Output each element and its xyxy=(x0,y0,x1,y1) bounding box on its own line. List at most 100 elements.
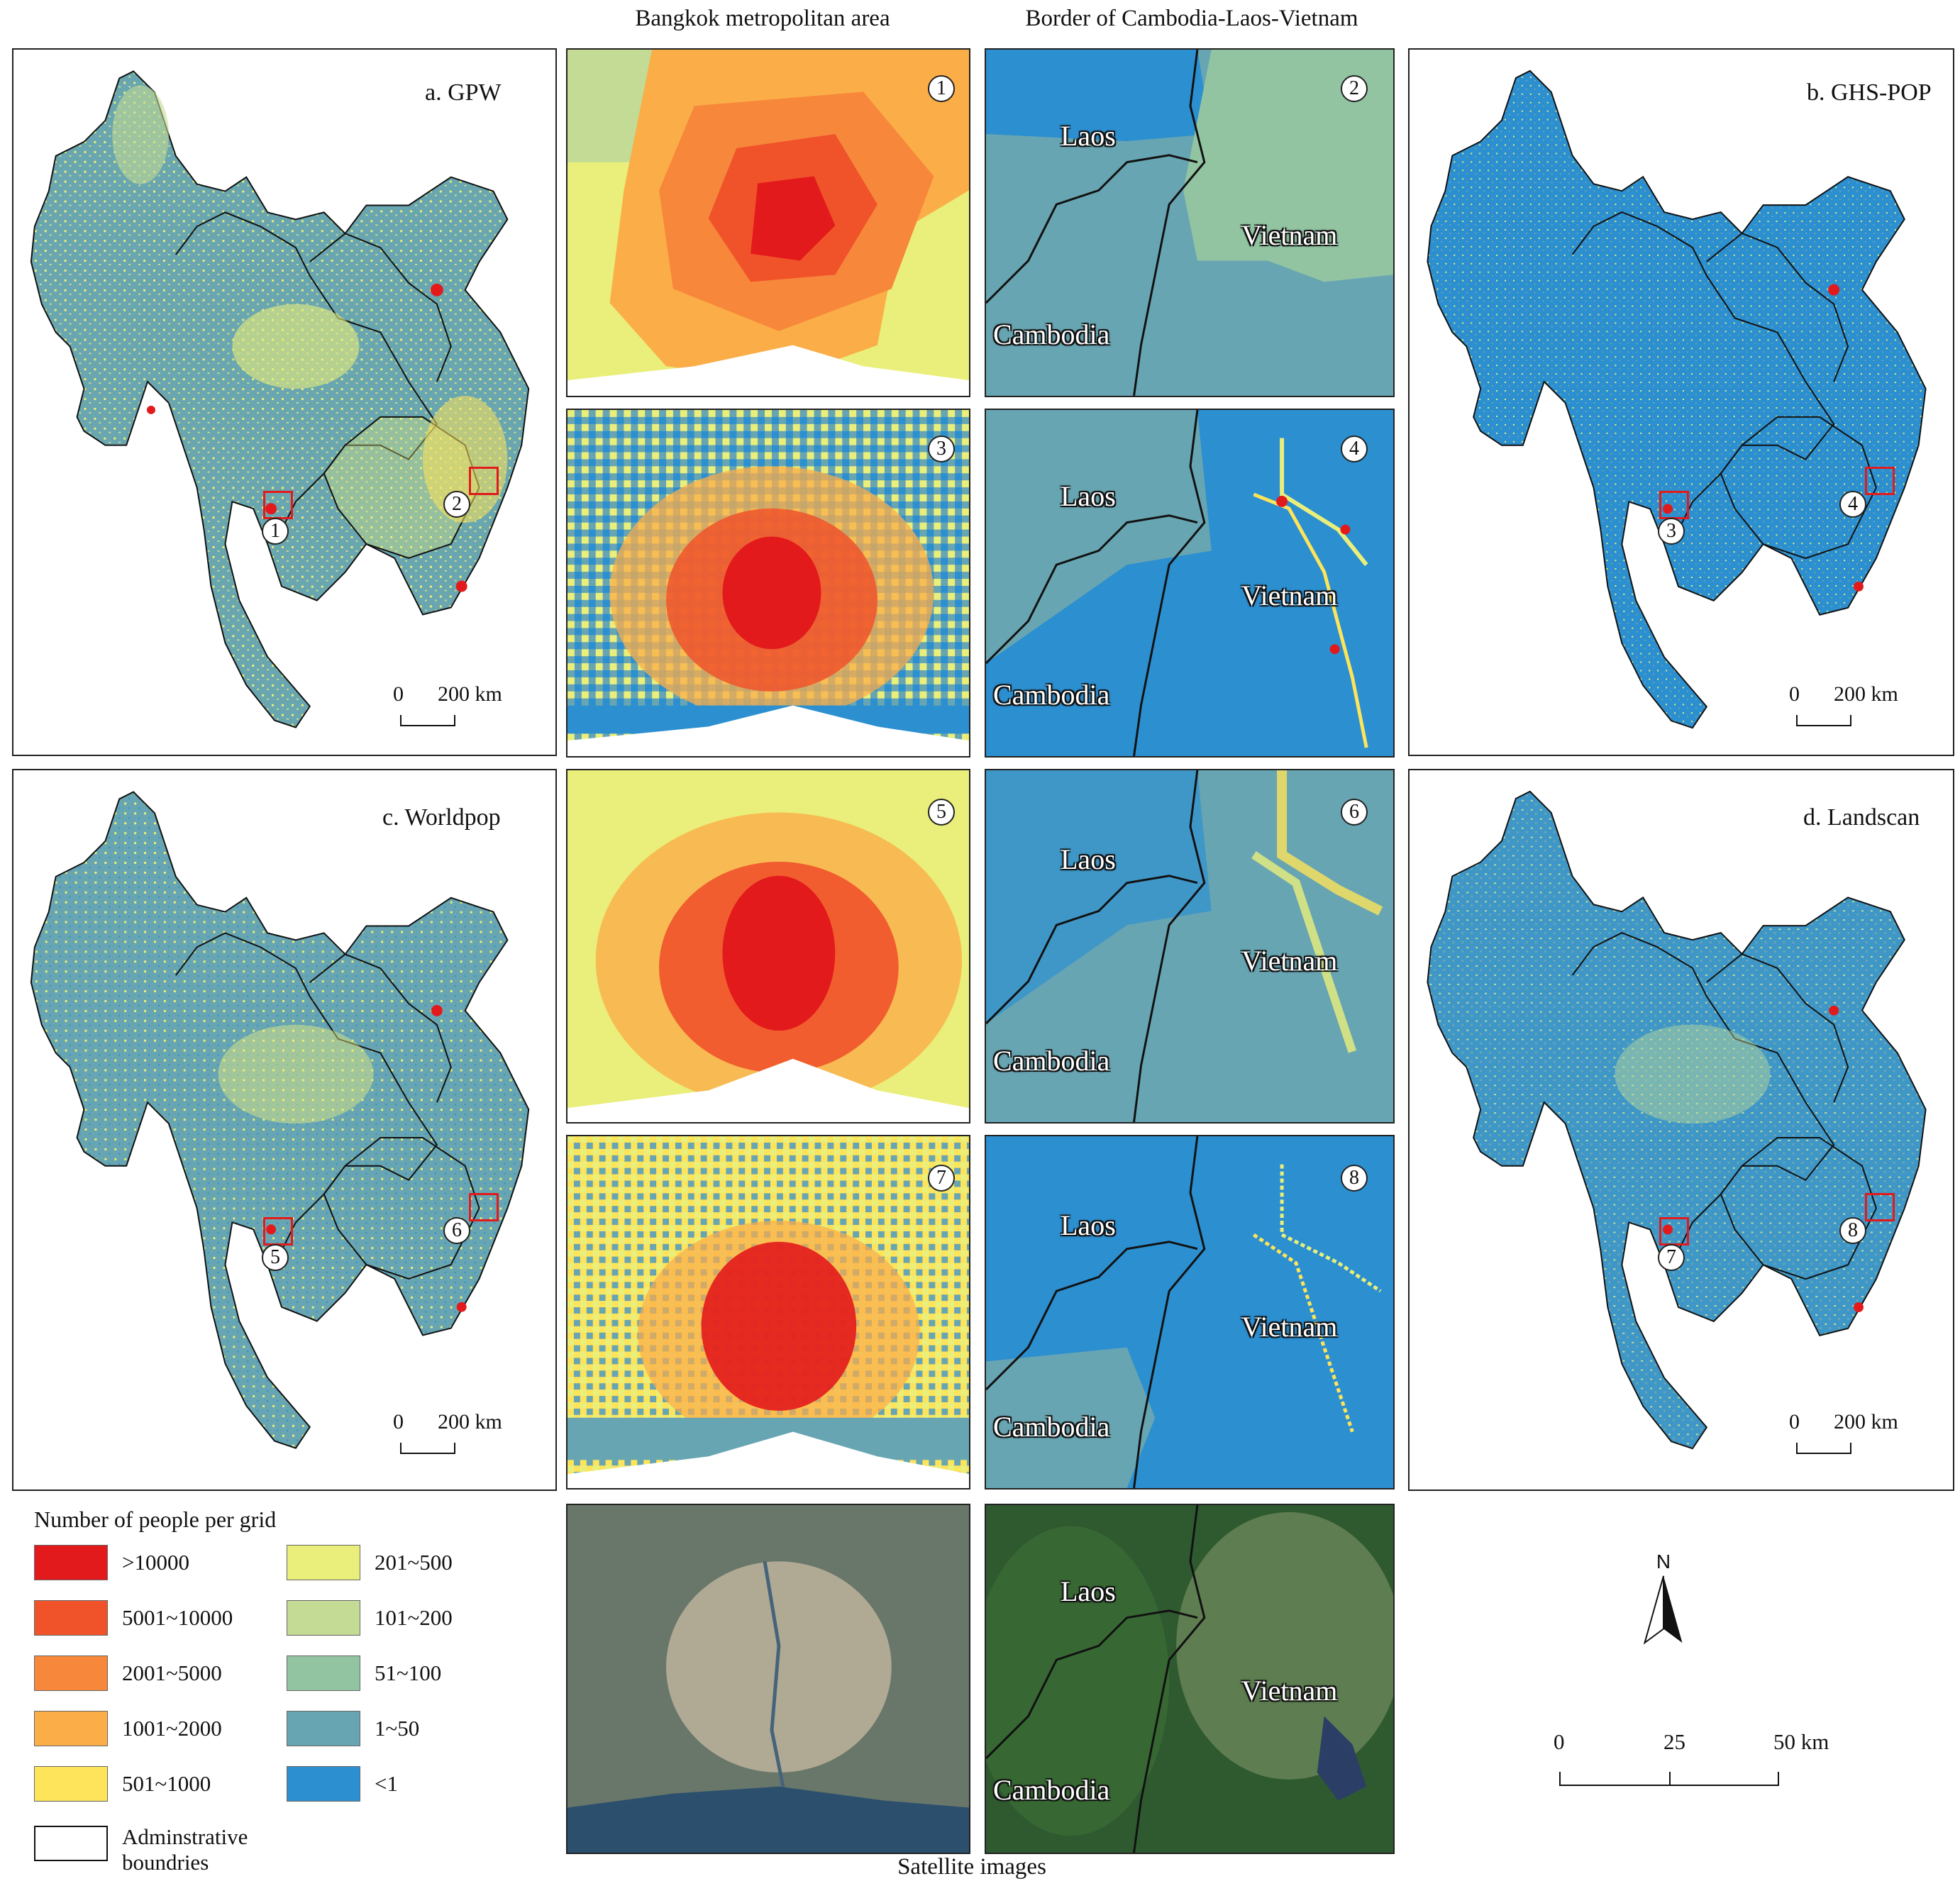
inset-number-4: 4 xyxy=(1839,491,1866,518)
inset-number-7: 7 xyxy=(1658,1244,1685,1271)
column-title-bangkok: Bangkok metropolitan area xyxy=(635,6,890,31)
country-label-cambodia: Cambodia xyxy=(993,318,1110,350)
country-label-vietnam: Vietnam xyxy=(1241,945,1338,977)
country-label-laos: Laos xyxy=(1061,1209,1116,1241)
north-arrow: N xyxy=(1632,1551,1695,1650)
border-panel-landscan: 8 Laos Vietnam Cambodia xyxy=(985,1135,1395,1490)
border-satellite-image: Laos Vietnam Cambodia xyxy=(985,1504,1395,1854)
scale-zero: 0 xyxy=(393,682,404,706)
scale-bar xyxy=(1796,1443,1851,1454)
legend-swatch-4 xyxy=(34,1711,108,1746)
legend-label-7: 101~200 xyxy=(375,1605,453,1630)
north-arrow-label: N xyxy=(1656,1551,1671,1572)
country-label-laos: Laos xyxy=(1061,480,1116,512)
scale-bar xyxy=(1796,715,1851,726)
panel-number-5: 5 xyxy=(928,799,955,826)
inset-number-1: 1 xyxy=(262,518,289,545)
legend-label-boundary: Adminstrative boundries xyxy=(122,1824,248,1875)
panel-number-3: 3 xyxy=(928,436,955,462)
legend-swatch-3 xyxy=(34,1655,108,1691)
country-label-cambodia: Cambodia xyxy=(993,679,1110,711)
border-panel-ghs-pop: 4 Laos Vietnam Cambodia xyxy=(985,409,1395,758)
country-label-cambodia: Cambodia xyxy=(993,1774,1110,1806)
scale-zero: 0 xyxy=(393,1410,404,1433)
north-arrow-icon xyxy=(1643,1575,1683,1645)
inset-number-3: 3 xyxy=(1658,518,1685,545)
bottom-scale-tick-label-3: 50 km xyxy=(1773,1729,1829,1754)
legend-swatch-8 xyxy=(287,1655,360,1691)
country-label-vietnam: Vietnam xyxy=(1241,579,1338,611)
country-label-cambodia: Cambodia xyxy=(993,1411,1110,1443)
legend-label-boundary-line2: boundries xyxy=(122,1850,209,1875)
map-panel-worldpop: c. Worldpop 5 6 0 200 km xyxy=(12,769,557,1491)
legend-label-boundary-line1: Adminstrative xyxy=(122,1824,248,1849)
ghs-pop-map-graphic xyxy=(1427,70,1927,729)
legend-label-6: 201~500 xyxy=(375,1550,453,1575)
border-panel-gpw: 2 Laos Vietnam Cambodia xyxy=(985,48,1395,397)
bottom-scale-tick-label-1: 0 xyxy=(1554,1729,1565,1754)
country-label-cambodia: Cambodia xyxy=(993,1045,1110,1077)
scale-zero: 0 xyxy=(1789,1410,1800,1433)
inset-box-4 xyxy=(1865,467,1895,495)
inset-box-3 xyxy=(1659,491,1689,519)
inset-number-2: 2 xyxy=(443,491,470,518)
panel-number-7: 7 xyxy=(928,1165,955,1192)
country-label-laos: Laos xyxy=(1061,1575,1116,1607)
legend-label-1: >10000 xyxy=(122,1550,189,1575)
legend-swatch-2 xyxy=(34,1600,108,1636)
legend-swatch-10 xyxy=(287,1766,360,1802)
scale-zero: 0 xyxy=(1789,682,1800,706)
inset-number-8: 8 xyxy=(1839,1217,1866,1244)
panel-number-2: 2 xyxy=(1341,75,1368,102)
legend-swatch-1 xyxy=(34,1545,108,1580)
country-label-vietnam: Vietnam xyxy=(1241,1675,1338,1707)
map-panel-landscan: d. Landscan 7 8 0 200 km xyxy=(1408,769,1954,1491)
legend-label-9: 1~50 xyxy=(375,1716,420,1741)
bangkok-panel-ghs-pop: 3 xyxy=(566,409,970,758)
bottom-scale-tick-label-2: 25 xyxy=(1663,1729,1685,1754)
scale-bar xyxy=(400,715,455,726)
legend-label-4: 1001~2000 xyxy=(122,1716,222,1741)
panel-number-6: 6 xyxy=(1341,799,1368,826)
bangkok-panel-gpw: 1 xyxy=(566,48,970,397)
panel-number-4: 4 xyxy=(1341,436,1368,462)
scale-label: 200 km xyxy=(1834,682,1898,706)
gpw-map-graphic xyxy=(30,70,530,728)
inset-box-2 xyxy=(469,467,499,495)
legend-swatch-6 xyxy=(287,1545,360,1580)
country-label-laos: Laos xyxy=(1061,843,1116,875)
bangkok-panel-worldpop: 5 xyxy=(566,769,970,1124)
inset-number-6: 6 xyxy=(443,1217,470,1244)
legend-swatch-boundary xyxy=(34,1826,108,1861)
map-title-ghs-pop: b. GHS-POP xyxy=(1807,79,1932,106)
scale-label: 200 km xyxy=(438,1410,502,1433)
country-label-vietnam: Vietnam xyxy=(1241,1311,1338,1343)
map-title-landscan: d. Landscan xyxy=(1803,804,1920,831)
legend-swatch-7 xyxy=(287,1600,360,1636)
panel-number-1: 1 xyxy=(928,75,955,102)
scale-label: 200 km xyxy=(1834,1410,1898,1433)
legend-label-2: 5001~10000 xyxy=(122,1605,233,1630)
inset-box-1 xyxy=(263,491,293,519)
scale-bar xyxy=(400,1443,455,1454)
scale-label: 200 km xyxy=(438,682,502,706)
legend-title: Number of people per grid xyxy=(34,1507,277,1532)
inset-box-6 xyxy=(469,1193,499,1221)
legend-swatch-5 xyxy=(34,1766,108,1802)
map-panel-gpw: a. GPW 1 2 0 200 km xyxy=(12,48,557,756)
legend-label-5: 501~1000 xyxy=(122,1771,211,1796)
bottom-scale: 0 25 50 km xyxy=(1554,1729,1829,1800)
bangkok-panel-landscan: 7 xyxy=(566,1135,970,1490)
legend-label-8: 51~100 xyxy=(375,1660,442,1685)
map-title-worldpop: c. Worldpop xyxy=(382,804,501,831)
inset-box-5 xyxy=(263,1217,293,1246)
worldpop-map-graphic xyxy=(30,791,530,1449)
inset-box-8 xyxy=(1865,1193,1895,1221)
map-title-gpw: a. GPW xyxy=(425,79,502,106)
legend-swatch-9 xyxy=(287,1711,360,1746)
bangkok-satellite-image xyxy=(566,1504,970,1854)
legend-label-10: <1 xyxy=(375,1771,398,1796)
footer-satellite-images: Satellite images xyxy=(897,1854,1046,1880)
legend-label-3: 2001~5000 xyxy=(122,1660,222,1685)
country-label-laos: Laos xyxy=(1061,120,1116,152)
